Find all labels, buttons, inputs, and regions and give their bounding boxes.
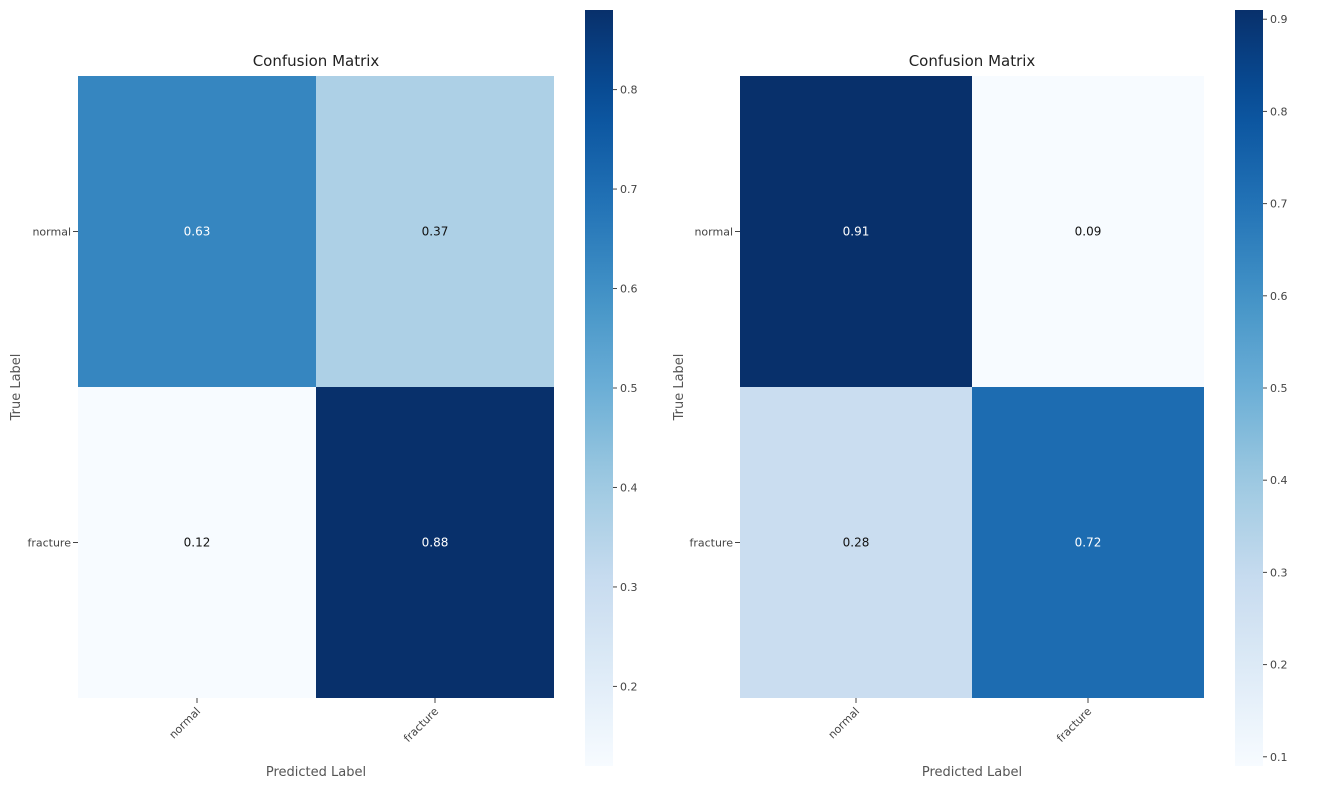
cell-value-r1-c1: 0.72 bbox=[1075, 536, 1102, 550]
cell-value-r0-c0: 0.63 bbox=[184, 225, 211, 239]
x-tick-label: fracture bbox=[1054, 705, 1094, 745]
x-tick-label: fracture bbox=[401, 705, 441, 745]
y-tick-label: normal bbox=[32, 226, 71, 239]
heatmap-cell-r0-c0 bbox=[740, 76, 972, 387]
colorbar-tick-label: 0.5 bbox=[1270, 382, 1288, 395]
x-tick-label: normal bbox=[167, 705, 203, 741]
colorbar-tick-label: 0.7 bbox=[1270, 198, 1288, 211]
confusion-matrix-panel-1: Confusion Matrix 0.63 0.37 0.12 0.88 normal fr… bbox=[9, 10, 638, 780]
chart-title: Confusion Matrix bbox=[909, 52, 1036, 70]
colorbar-tick-label: 0.9 bbox=[1270, 13, 1288, 26]
heatmap-cell-r0-c1 bbox=[972, 76, 1204, 387]
y-axis-label: True Label bbox=[9, 354, 24, 422]
heatmap-cell-r0-c0 bbox=[78, 76, 316, 387]
heatmap-cell-r0-c1 bbox=[316, 76, 554, 387]
colorbar-tick-label: 0.8 bbox=[620, 84, 638, 97]
heatmap-cell-r1-c1 bbox=[972, 387, 1204, 698]
colorbar-tick-label: 0.8 bbox=[1270, 105, 1288, 118]
y-axis-label: True Label bbox=[672, 354, 687, 422]
heatmap-cell-r1-c0 bbox=[78, 387, 316, 698]
colorbar-tick-label: 0.5 bbox=[620, 382, 638, 395]
colorbar-tick-label: 0.3 bbox=[620, 581, 638, 594]
cell-value-r0-c0: 0.91 bbox=[843, 225, 870, 239]
colorbar-tick-label: 0.4 bbox=[1270, 474, 1288, 487]
confusion-matrix-panel-2: Confusion Matrix 0.91 0.09 0.28 0.72 normal fr… bbox=[672, 10, 1288, 780]
colorbar-tick-label: 0.6 bbox=[620, 283, 638, 296]
colorbar-tick-label: 0.4 bbox=[620, 481, 638, 494]
x-tick-label: normal bbox=[826, 705, 862, 741]
x-axis-label: Predicted Label bbox=[266, 765, 366, 780]
cell-value-r1-c0: 0.12 bbox=[184, 536, 211, 550]
cell-value-r1-c1: 0.88 bbox=[422, 536, 449, 550]
y-tick-label: fracture bbox=[689, 537, 733, 550]
colorbar-tick-label: 0.1 bbox=[1270, 751, 1288, 764]
colorbar-tick-label: 0.2 bbox=[620, 680, 638, 693]
heatmap-cell-r1-c0 bbox=[740, 387, 972, 698]
cell-value-r0-c1: 0.37 bbox=[422, 225, 449, 239]
colorbar bbox=[585, 10, 613, 766]
colorbar-tick-label: 0.7 bbox=[620, 183, 638, 196]
colorbar-tick-label: 0.3 bbox=[1270, 566, 1288, 579]
y-tick-label: fracture bbox=[27, 537, 71, 550]
colorbar-tick-label: 0.2 bbox=[1270, 659, 1288, 672]
x-axis-label: Predicted Label bbox=[922, 765, 1022, 780]
colorbar bbox=[1235, 10, 1263, 766]
colorbar-tick-label: 0.6 bbox=[1270, 290, 1288, 303]
heatmap-cell-r1-c1 bbox=[316, 387, 554, 698]
cell-value-r0-c1: 0.09 bbox=[1075, 225, 1102, 239]
chart-title: Confusion Matrix bbox=[253, 52, 380, 70]
y-tick-label: normal bbox=[694, 226, 733, 239]
cell-value-r1-c0: 0.28 bbox=[843, 536, 870, 550]
